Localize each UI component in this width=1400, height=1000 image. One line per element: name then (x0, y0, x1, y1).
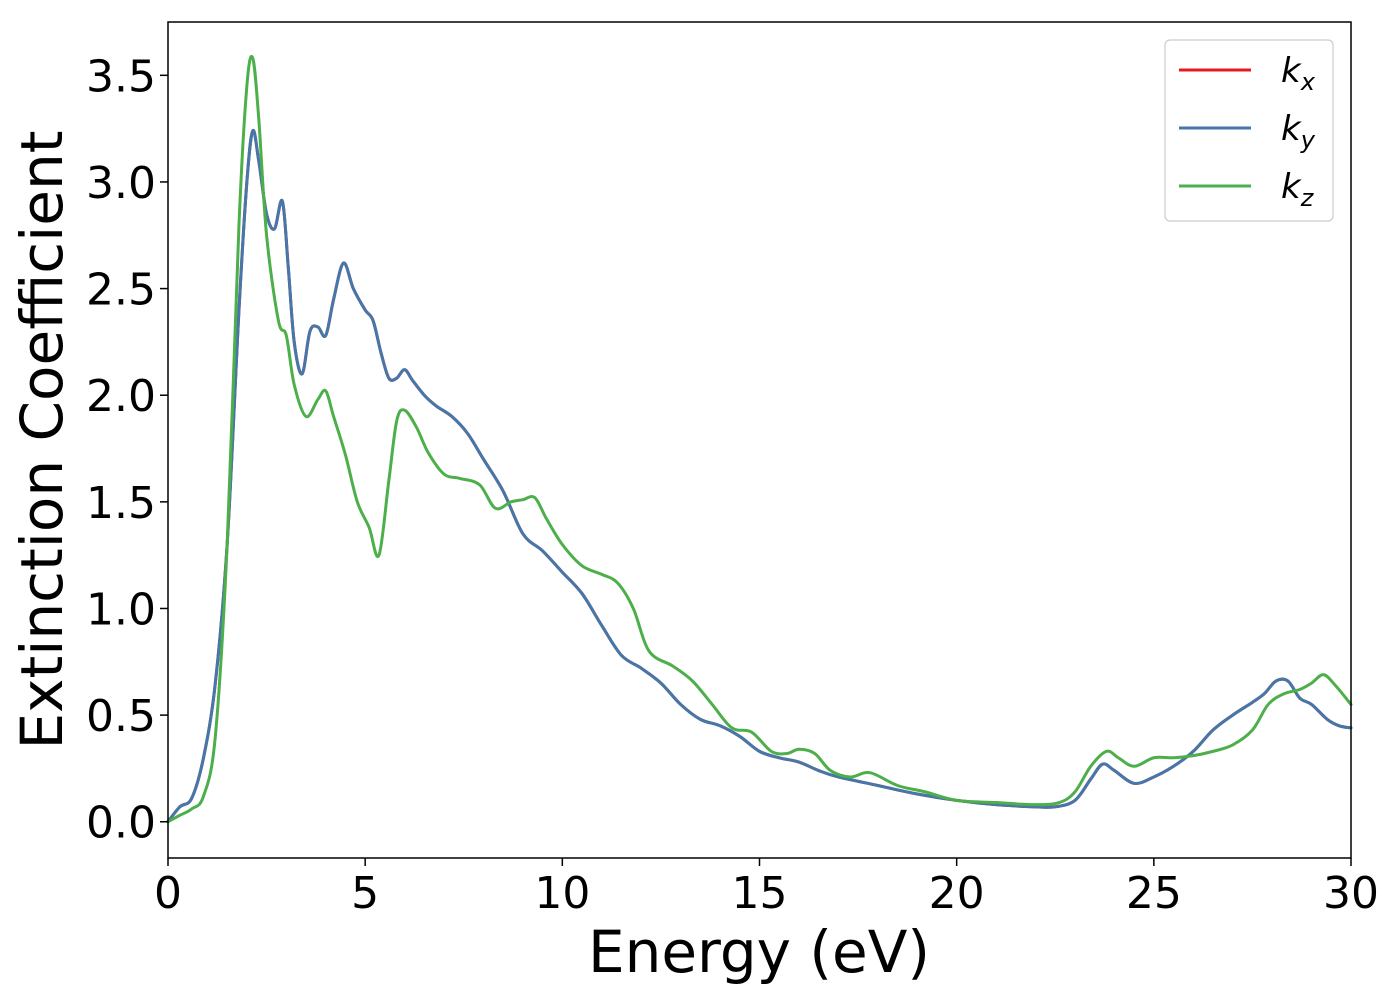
y-axis: 0.0 0.5 1.0 1.5 2.0 2.5 3.0 3.5 (86, 51, 168, 849)
legend-label-kx: kx (1281, 51, 1316, 96)
x-tick-label: 0 (154, 868, 182, 919)
series-line-ky (166, 128, 1353, 824)
legend-items: kx ky kz (1179, 51, 1316, 212)
x-tick-label: 20 (929, 868, 985, 919)
legend-label-ky: ky (1281, 109, 1316, 154)
series-line-kz (166, 54, 1353, 824)
y-tick-label: 3.0 (86, 158, 156, 209)
x-axis-title: Energy (eV) (588, 918, 930, 986)
legend-label-kz: kz (1281, 167, 1315, 212)
x-tick-label: 5 (351, 868, 379, 919)
x-tick-label: 25 (1126, 868, 1182, 919)
y-tick-label: 1.0 (86, 584, 156, 635)
x-tick-label: 30 (1323, 868, 1379, 919)
y-axis-title: Extinction Coefficient (8, 131, 76, 750)
y-tick-label: 0.5 (86, 691, 156, 742)
y-tick-label: 3.5 (86, 51, 156, 102)
legend: kx ky kz (1164, 39, 1334, 222)
y-tick-label: 2.0 (86, 371, 156, 422)
series-layer (166, 54, 1353, 824)
x-axis: 0 5 10 15 20 25 30 (154, 858, 1379, 919)
y-tick-label: 2.5 (86, 265, 156, 316)
x-tick-label: 10 (534, 868, 590, 919)
y-tick-label: 1.5 (86, 478, 156, 529)
y-tick-label: 0.0 (86, 798, 156, 849)
legend-box (1164, 39, 1334, 222)
x-tick-label: 15 (732, 868, 788, 919)
